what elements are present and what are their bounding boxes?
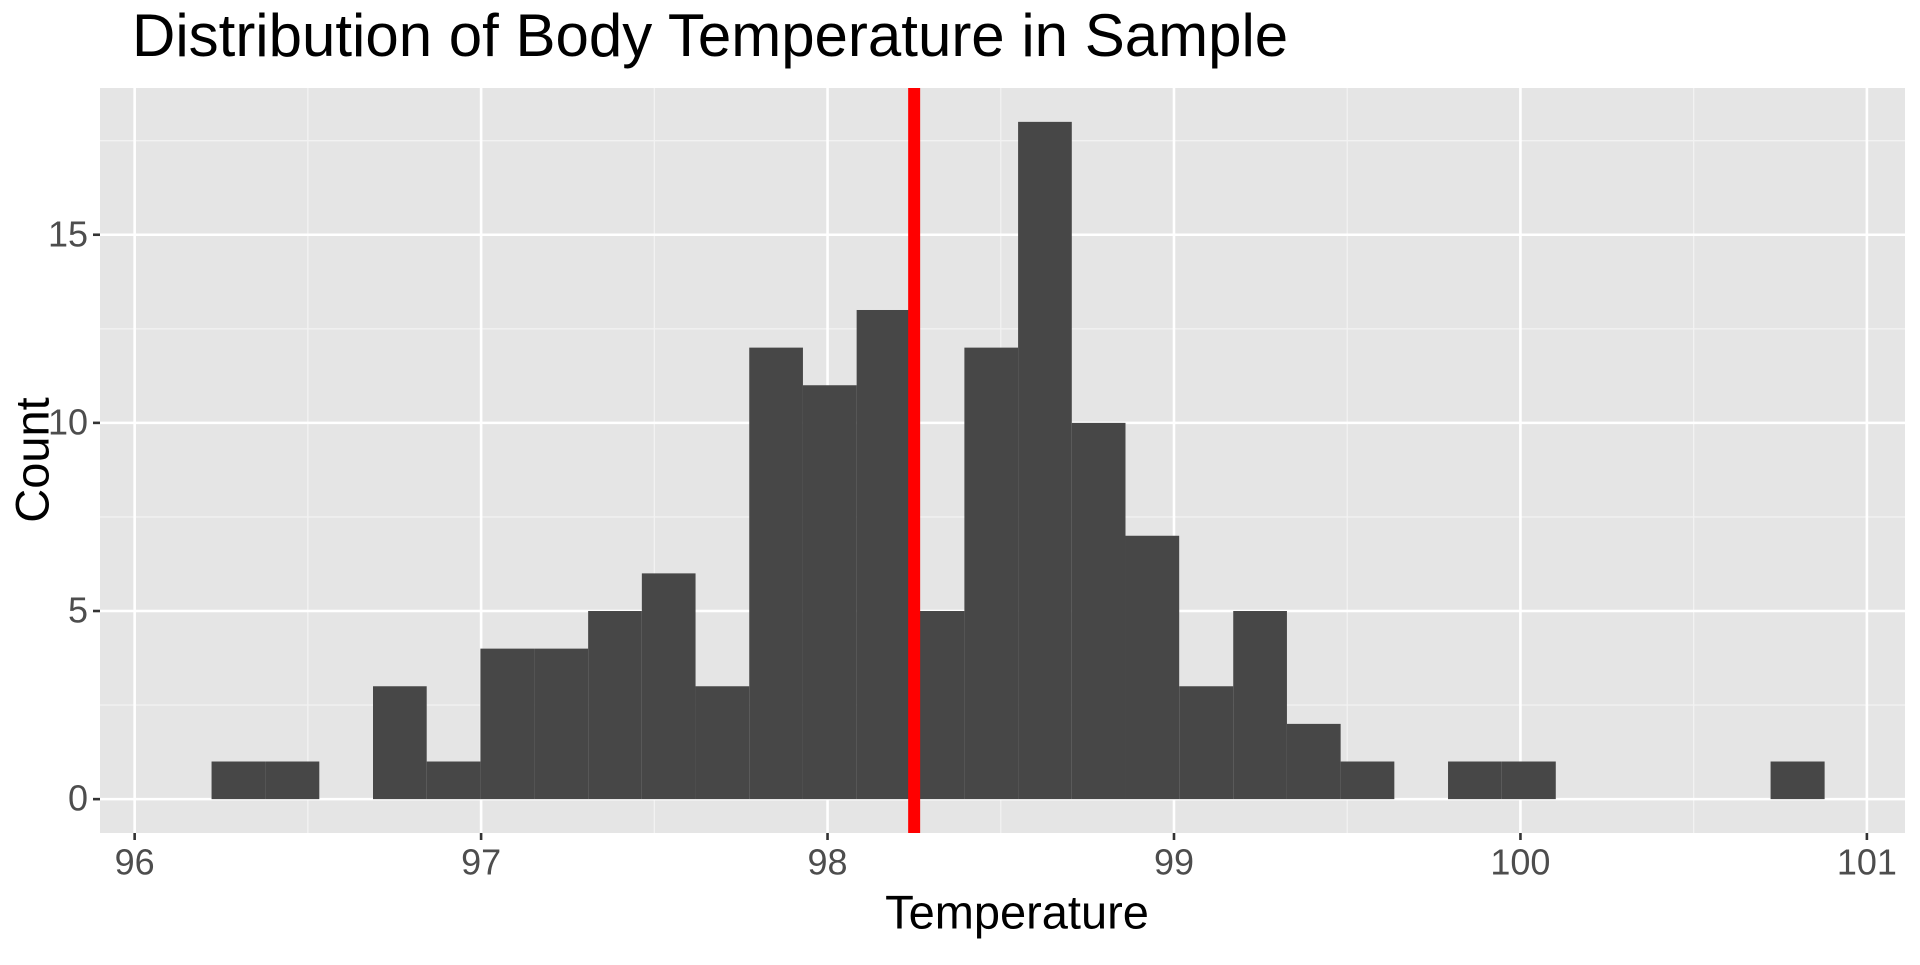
y-axis-title: Count — [5, 397, 58, 522]
bar — [588, 611, 642, 800]
y-tick-label: 10 — [48, 401, 88, 442]
x-tick-label: 100 — [1490, 842, 1550, 883]
y-tick-label: 5 — [68, 590, 88, 631]
bar — [802, 385, 857, 800]
bar — [1448, 761, 1502, 800]
bar — [856, 309, 911, 800]
bar — [1179, 686, 1234, 800]
bar — [1770, 761, 1825, 800]
bar — [749, 347, 803, 800]
bar — [534, 648, 589, 800]
bar — [1501, 761, 1556, 800]
bar — [426, 761, 481, 800]
bar — [373, 686, 427, 800]
bar — [1071, 422, 1126, 800]
bar — [211, 761, 266, 800]
x-tick-label: 101 — [1837, 842, 1897, 883]
bar — [695, 686, 750, 800]
bar — [1340, 761, 1395, 800]
bar — [1286, 723, 1341, 800]
bar — [1018, 121, 1072, 800]
bar — [641, 573, 696, 800]
bar — [1233, 611, 1287, 800]
x-tick-label: 96 — [115, 842, 155, 883]
chart-title: Distribution of Body Temperature in Samp… — [132, 2, 1288, 69]
x-tick-label: 99 — [1154, 842, 1194, 883]
x-tick-label: 98 — [808, 842, 848, 883]
bar — [480, 648, 535, 800]
y-tick-label: 15 — [48, 213, 88, 254]
y-tick-label: 0 — [68, 778, 88, 819]
bar — [964, 347, 1019, 800]
bar — [1125, 535, 1180, 800]
bar — [265, 761, 320, 800]
x-axis-title: Temperature — [885, 885, 1149, 938]
x-tick-label: 97 — [461, 842, 501, 883]
